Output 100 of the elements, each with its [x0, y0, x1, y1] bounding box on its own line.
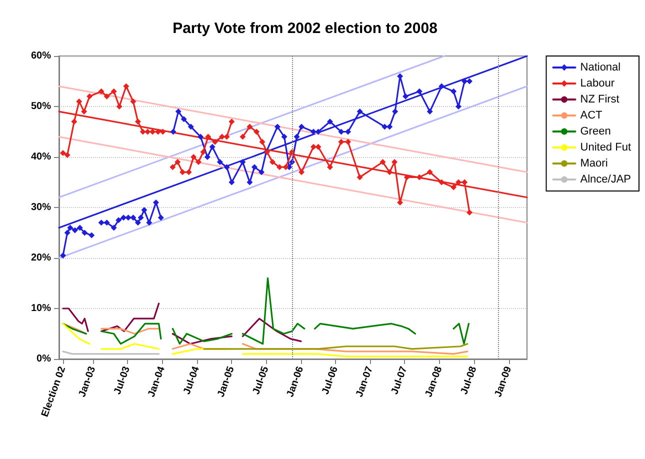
point [356, 174, 363, 180]
point [204, 154, 210, 160]
point [298, 169, 305, 176]
point [116, 217, 122, 224]
x-tick-label: Jul-08 [459, 364, 480, 396]
y-tick-label: 10% [30, 303, 52, 314]
point [81, 108, 88, 115]
y-tick-label: 30% [30, 202, 52, 213]
point [64, 152, 70, 158]
point [98, 88, 104, 94]
point [88, 232, 95, 238]
point [152, 199, 159, 206]
y-tick-label: 40% [30, 152, 52, 162]
point [60, 252, 66, 258]
point [254, 128, 260, 135]
point [327, 118, 334, 125]
point [402, 93, 409, 100]
point [158, 214, 164, 221]
legend-label: Maori [580, 158, 608, 170]
x-tick-label: Jan-09 [492, 364, 514, 399]
point [416, 88, 422, 94]
point [224, 164, 230, 170]
legend-label: Labour [580, 78, 615, 90]
x-tick-label: Jan-03 [76, 364, 98, 399]
point [386, 169, 393, 176]
point [356, 108, 363, 115]
point [259, 138, 266, 145]
point [450, 88, 457, 94]
point [392, 108, 398, 115]
legend-label: NZ First [580, 94, 620, 106]
point [110, 88, 117, 94]
point [104, 93, 110, 100]
point [86, 93, 93, 100]
legend-label: United Fut [580, 142, 632, 154]
point [140, 128, 146, 135]
x-tick-label: Jan-07 [354, 364, 376, 399]
point [110, 224, 117, 231]
point [246, 179, 253, 186]
point [123, 83, 130, 90]
point [404, 174, 410, 180]
point [71, 118, 78, 125]
point [76, 98, 82, 104]
y-tick-label: 20% [30, 252, 52, 264]
point [274, 124, 280, 130]
point [216, 159, 223, 166]
point [190, 154, 197, 160]
point [130, 214, 136, 221]
point [386, 124, 393, 130]
point [134, 220, 141, 226]
x-tick-label: Jul-04 [182, 364, 202, 396]
point [228, 179, 235, 186]
x-tick-label: Jul-07 [390, 364, 410, 396]
point [380, 159, 386, 166]
point [134, 118, 141, 125]
point [294, 134, 300, 140]
point [212, 138, 218, 145]
point [258, 169, 264, 176]
point [170, 164, 176, 170]
point [426, 169, 433, 176]
point [345, 128, 352, 135]
x-tick-label: Jan-05 [216, 364, 238, 399]
point [205, 134, 212, 140]
point [180, 116, 187, 122]
point [188, 124, 194, 130]
point [174, 159, 181, 166]
point [130, 98, 136, 104]
x-tick-label: Jan-08 [424, 364, 445, 399]
point [200, 148, 206, 155]
chart-title: Party Vote from 2002 election to 2008 [172, 20, 438, 37]
point [298, 124, 305, 130]
point [76, 224, 83, 231]
point [138, 214, 144, 221]
point [466, 210, 472, 216]
point [246, 124, 253, 130]
point [345, 138, 352, 145]
point [170, 128, 176, 135]
x-tick-label: Jul-06 [320, 364, 341, 396]
point [240, 134, 246, 140]
legend-label: Green [580, 126, 611, 138]
point [240, 159, 246, 166]
x-tick-label: Jan-04 [146, 364, 168, 399]
x-tick-label: Jan-06 [284, 364, 306, 399]
point [450, 184, 457, 190]
point [116, 104, 122, 110]
legend-label: ACT [580, 110, 603, 122]
point [72, 227, 78, 234]
point [228, 118, 235, 125]
point [251, 164, 258, 170]
point [67, 224, 74, 231]
point [141, 207, 148, 214]
point [209, 144, 216, 150]
point [282, 164, 289, 170]
point [175, 108, 182, 115]
point [64, 230, 70, 236]
point [82, 230, 88, 236]
point [195, 159, 202, 166]
x-tick-label: Jul-05 [251, 364, 272, 396]
y-tick-label: 0% [36, 354, 52, 364]
point [270, 159, 276, 166]
point [281, 134, 288, 140]
